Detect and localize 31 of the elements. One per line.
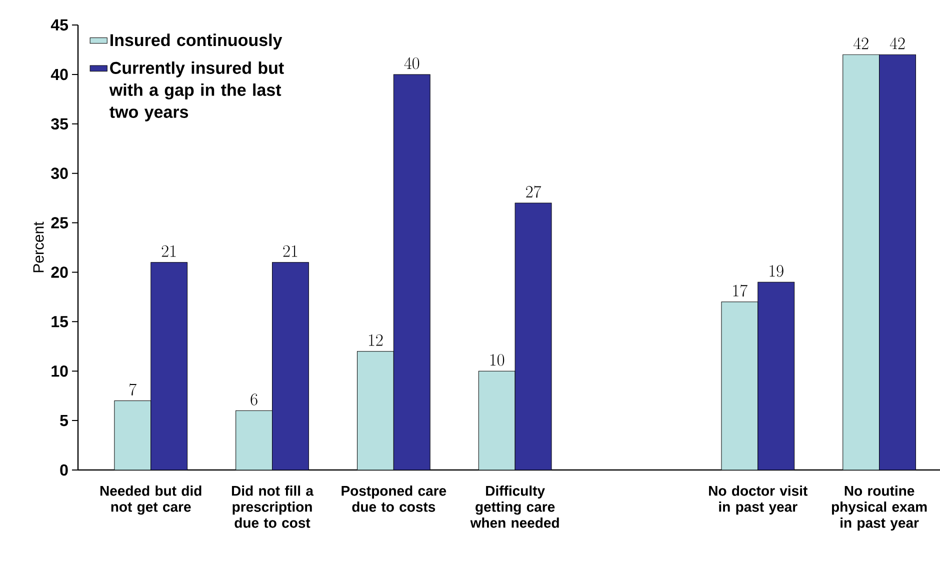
y-tick-label: 15	[52, 316, 68, 328]
data-label: 21	[283, 245, 298, 257]
y-tick-label: 5	[60, 414, 68, 426]
data-label: 6	[250, 394, 258, 406]
y-tick-label: 30	[51, 168, 68, 180]
y-tick-label: 35	[51, 118, 68, 130]
legend-label: Insured continuously	[110, 34, 282, 50]
data-label: 7	[129, 383, 136, 396]
x-tick-label: Postponed care due to costs	[342, 486, 446, 512]
data-label: 10	[490, 354, 504, 366]
data-label: 17	[733, 284, 748, 297]
legend-label: Currently insured but with a gap in the last two years	[109, 61, 284, 122]
y-tick-label: 0	[60, 464, 68, 476]
data-label: 42	[854, 38, 868, 50]
x-tick-label: Difficulty getting care when needed	[470, 486, 559, 528]
x-tick-label: Needed but did not get care	[100, 486, 202, 515]
x-tick-label: No doctor visit in past year	[709, 486, 808, 515]
x-tick-label: No routine physical exam in past year	[832, 486, 927, 531]
data-label: 12	[369, 334, 383, 346]
data-label: 27	[526, 186, 542, 198]
y-tick-label: 25	[51, 217, 68, 228]
y-tick-label: 40	[50, 68, 68, 80]
y-tick-label: 45	[50, 19, 68, 31]
data-label: 40	[404, 57, 420, 70]
data-label: 19	[770, 265, 784, 277]
x-tick-label: Did not fill a prescription due to cost	[232, 486, 314, 528]
y-axis-title: Percent	[33, 222, 44, 272]
y-tick-label: 20	[51, 266, 68, 278]
y-tick-label: 10	[52, 365, 68, 377]
data-label: 42	[890, 38, 905, 50]
data-label: 21	[162, 245, 176, 257]
